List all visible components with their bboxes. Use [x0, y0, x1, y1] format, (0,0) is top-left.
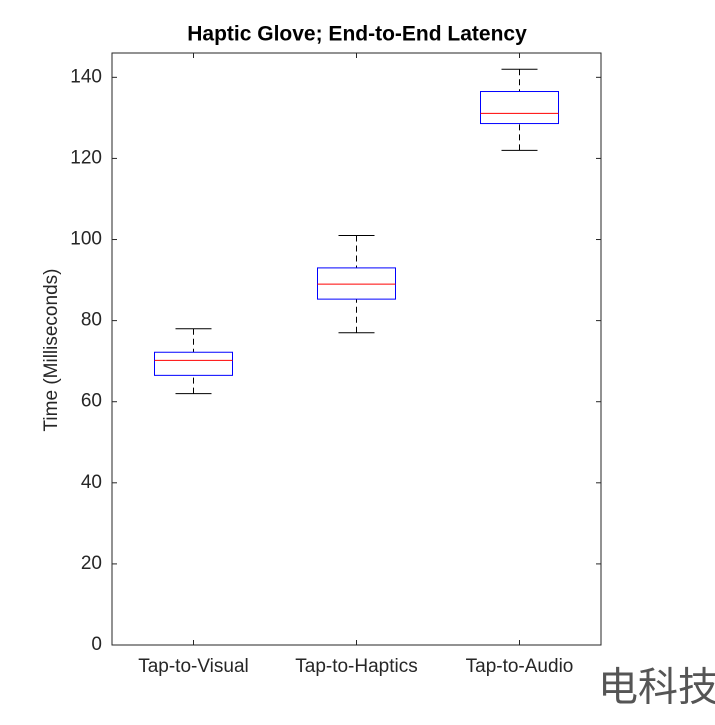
y-tick-label: 100	[70, 229, 102, 250]
y-tick-label: 80	[81, 310, 102, 331]
y-tick-label: 20	[81, 553, 102, 574]
y-tick-label: 0	[91, 634, 102, 655]
box	[317, 267, 396, 300]
watermark: 电科技	[598, 666, 715, 710]
box	[154, 351, 233, 376]
y-tick-label: 120	[70, 147, 102, 168]
y-tick-label: 140	[70, 66, 102, 87]
y-tick-label: 40	[81, 472, 102, 493]
chart-title: Haptic Glove; End-to-End Latency	[187, 23, 527, 46]
x-tick-label: Tap-to-Audio	[466, 656, 574, 677]
x-tick-label: Tap-to-Visual	[138, 656, 249, 677]
x-tick-label: Tap-to-Haptics	[295, 656, 418, 677]
y-tick-label: 60	[81, 391, 102, 412]
y-axis-label: Time (Milliseconds)	[41, 269, 62, 432]
box	[480, 91, 559, 125]
